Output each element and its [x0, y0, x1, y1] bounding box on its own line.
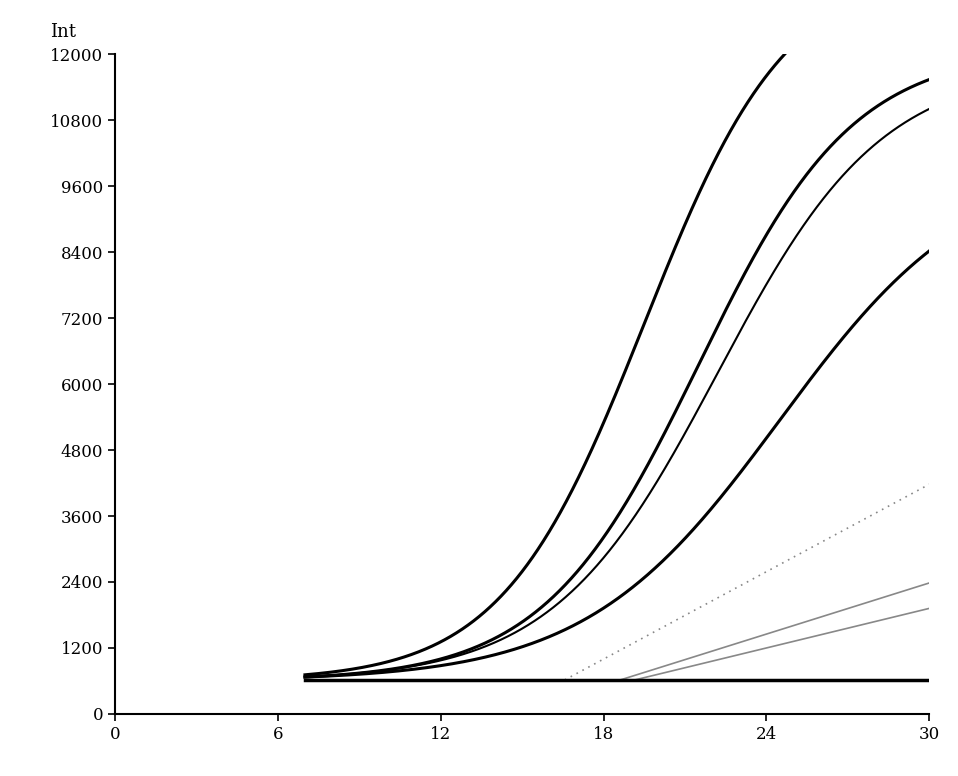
Text: Int: Int	[50, 23, 76, 41]
